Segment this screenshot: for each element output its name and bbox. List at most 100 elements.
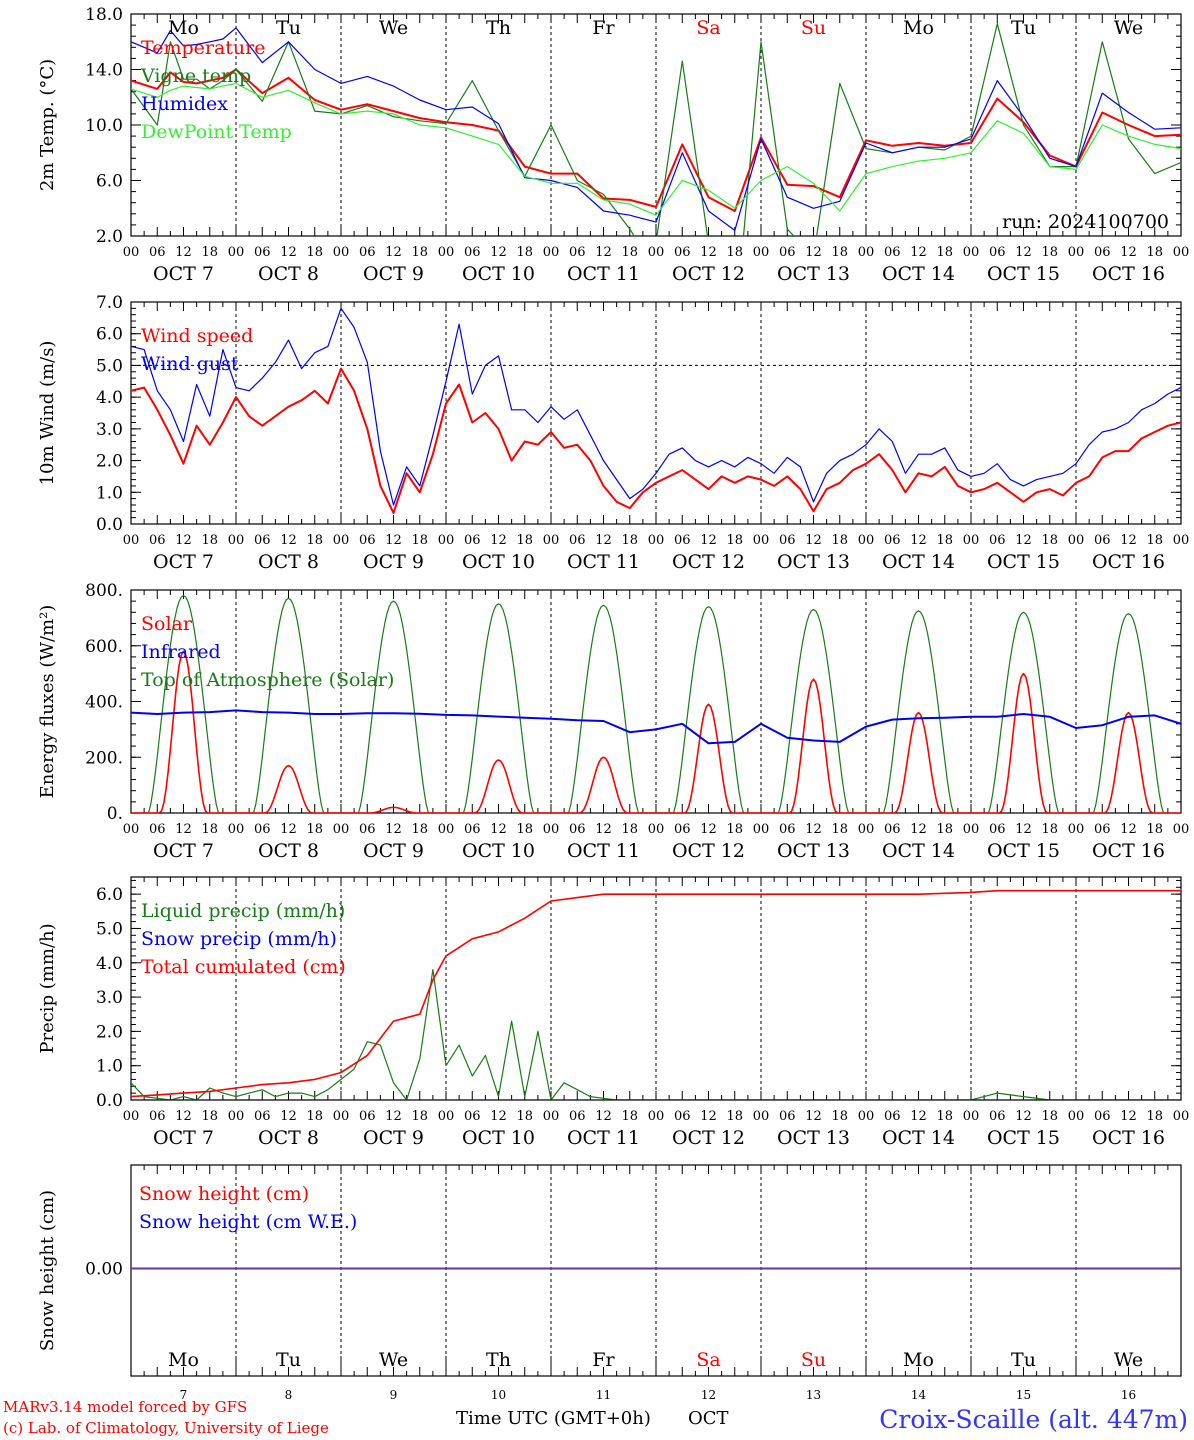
y-tick-label: 1.0 — [96, 483, 123, 503]
legend-entry: Wind gust — [141, 353, 239, 375]
y-tick-label: 0.0 — [96, 1091, 123, 1111]
y-tick-label: 0.00 — [85, 1260, 123, 1280]
hour-tick-label: 00 — [438, 533, 455, 548]
date-label: OCT 9 — [363, 1127, 424, 1149]
hour-tick-label: 00 — [648, 245, 665, 260]
hour-tick-label: 06 — [359, 1109, 376, 1124]
hour-tick-label: 00 — [753, 245, 770, 260]
hour-tick-label: 00 — [123, 245, 140, 260]
hour-tick-label: 18 — [516, 245, 533, 260]
hour-tick-label: 18 — [726, 822, 743, 837]
hour-tick-label: 00 — [543, 533, 560, 548]
hour-tick-label: 00 — [1068, 822, 1085, 837]
day-name: Th — [486, 1349, 511, 1371]
hour-tick-label: 18 — [201, 245, 218, 260]
hour-tick-label: 00 — [228, 822, 245, 837]
legend-entry: Total cumulated (cm) — [141, 956, 346, 978]
hour-tick-label: 12 — [490, 533, 507, 548]
hour-tick-label: 12 — [1120, 1109, 1137, 1124]
date-label: OCT 14 — [882, 840, 955, 862]
date-label: OCT 12 — [672, 840, 745, 862]
hour-tick-label: 18 — [1041, 1109, 1058, 1124]
lab-credit: (c) Lab. of Climatology, University of L… — [3, 1419, 329, 1437]
date-label: OCT 12 — [672, 1127, 745, 1149]
panel-2: 0.0 1.0 2.0 3.0 4.0 5.0 6.0 7.0 10m Wind (m/s) 00… — [37, 293, 1189, 573]
hour-tick-label: 12 — [175, 533, 192, 548]
date-label: OCT 15 — [987, 840, 1060, 862]
date-label: OCT 16 — [1092, 263, 1165, 285]
panel-frame — [130, 301, 1182, 525]
hour-tick-label: 00 — [858, 1109, 875, 1124]
series-line — [131, 889, 1181, 1098]
hour-tick-label: 00 — [963, 822, 980, 837]
legend-entry: Infrared — [141, 641, 221, 663]
hour-tick-label: 00 — [648, 1109, 665, 1124]
solar-line — [131, 650, 1181, 813]
hour-tick-label: 12 — [1015, 822, 1032, 837]
date-label: OCT 8 — [258, 551, 319, 573]
y-tick-label: 400. — [85, 693, 123, 713]
hour-tick-label: 00 — [123, 533, 140, 548]
hour-tick-label: 00 — [1173, 533, 1190, 548]
hour-tick-label: 18 — [306, 822, 323, 837]
hour-tick-label: 12 — [1015, 1109, 1032, 1124]
y-axis-label: Snow height (cm) — [37, 1190, 58, 1351]
y-tick-label: 6.0 — [96, 325, 123, 345]
hour-tick-label: 12 — [805, 245, 822, 260]
date-label: OCT 12 — [672, 551, 745, 573]
hour-tick-label: 12 — [805, 533, 822, 548]
hour-tick-label: 12 — [700, 533, 717, 548]
day-name: Mo — [903, 1349, 934, 1371]
date-label: OCT 15 — [987, 1127, 1060, 1149]
hour-tick-label: 06 — [779, 822, 796, 837]
hour-tick-label: 06 — [1094, 245, 1111, 260]
date-label: OCT 7 — [153, 551, 214, 573]
date-label: OCT 13 — [777, 840, 850, 862]
y-tick-label: 600. — [85, 637, 123, 657]
hour-tick-label: 12 — [280, 533, 297, 548]
hour-tick-label: 18 — [1146, 245, 1163, 260]
hour-tick-label: 06 — [989, 245, 1006, 260]
y-tick-label: 2.0 — [96, 452, 123, 472]
date-label: OCT 13 — [777, 551, 850, 573]
hour-tick-label: 00 — [123, 822, 140, 837]
month-label: OCT — [688, 1408, 729, 1429]
y-axis-label: 2m Temp. (°C) — [37, 59, 58, 191]
day-name: Tu — [276, 1349, 301, 1371]
hour-tick-label: 00 — [123, 1109, 140, 1124]
day-name: Su — [801, 17, 826, 39]
hour-tick-label: 00 — [963, 245, 980, 260]
hour-tick-label: 00 — [648, 822, 665, 837]
hour-tick-label: 00 — [1173, 1109, 1190, 1124]
plot-area — [131, 23, 1181, 236]
date-label: OCT 9 — [363, 840, 424, 862]
date-label: OCT 10 — [462, 840, 535, 862]
hour-tick-label: 18 — [516, 533, 533, 548]
series-line — [131, 367, 1181, 514]
hour-tick-label: 00 — [543, 822, 560, 837]
date-label: OCT 10 — [462, 263, 535, 285]
hour-tick-label: 00 — [543, 1109, 560, 1124]
hour-tick-label: 06 — [464, 822, 481, 837]
hour-tick-label: 12 — [385, 1109, 402, 1124]
hour-tick-label: 18 — [516, 1109, 533, 1124]
date-label: OCT 16 — [1092, 840, 1165, 862]
hour-tick-label: 12 — [280, 245, 297, 260]
hour-tick-label: 06 — [359, 822, 376, 837]
series-line — [131, 23, 1181, 236]
day-name: Tu — [276, 17, 301, 39]
hour-tick-label: 06 — [674, 1109, 691, 1124]
y-tick-label: 200. — [85, 748, 123, 768]
series-line — [131, 27, 1181, 231]
hour-tick-label: 12 — [595, 245, 612, 260]
plot-area — [131, 889, 1181, 1100]
hour-tick-label: 18 — [936, 245, 953, 260]
day-name: Mo — [903, 17, 934, 39]
day-number: 12 — [701, 1388, 716, 1402]
hour-tick-label: 18 — [621, 822, 638, 837]
hour-tick-label: 06 — [674, 245, 691, 260]
hour-tick-label: 12 — [805, 1109, 822, 1124]
day-name: We — [379, 1349, 408, 1371]
hour-tick-label: 00 — [438, 245, 455, 260]
